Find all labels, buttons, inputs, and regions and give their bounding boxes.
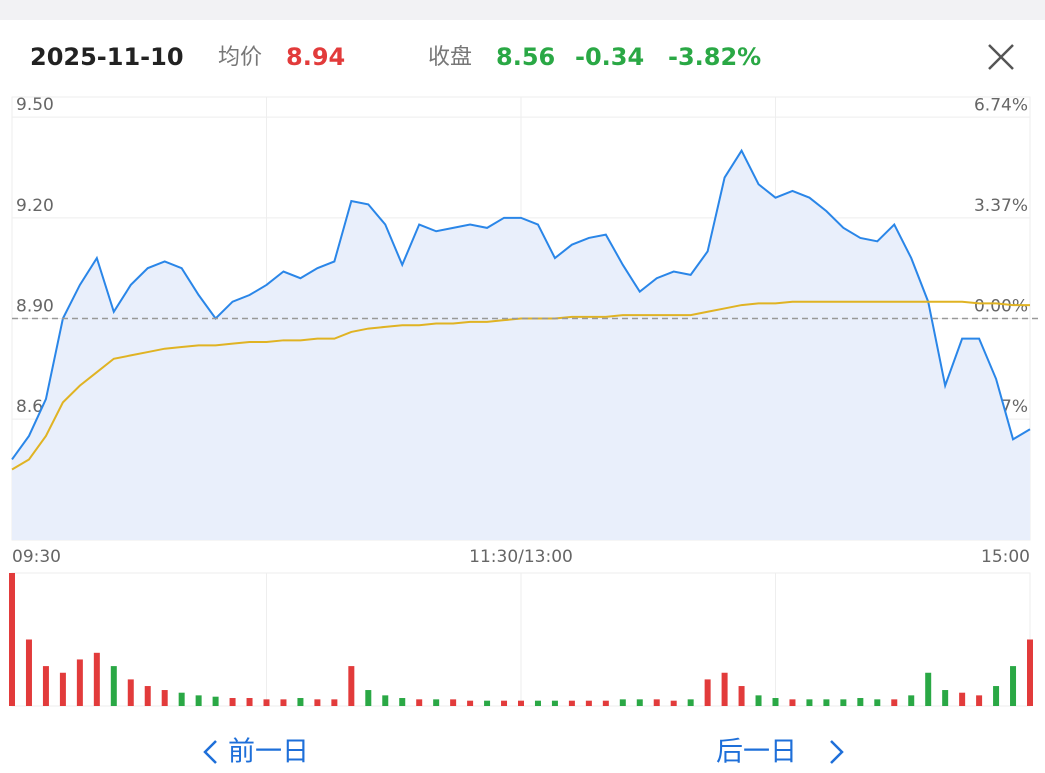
volume-bar bbox=[178, 692, 185, 706]
x-tick-label: 11:30/13:00 bbox=[469, 547, 573, 567]
volume-bar bbox=[9, 573, 15, 706]
volume-bar bbox=[314, 699, 321, 706]
prev-day[interactable]: 前一日 bbox=[228, 737, 309, 768]
volume-bar bbox=[297, 698, 304, 706]
volume-bar bbox=[772, 698, 779, 706]
change: -0.34 bbox=[575, 43, 644, 71]
header: 2025-11-10 均价 8.94 收盘 8.56 -0.34 -3.82% bbox=[30, 43, 761, 71]
volume-bar bbox=[348, 666, 355, 706]
volume-bar bbox=[976, 695, 983, 706]
prev-chevron[interactable] bbox=[203, 740, 217, 764]
volume-bar bbox=[246, 698, 253, 706]
volume-bar bbox=[908, 695, 915, 706]
volume-bar bbox=[806, 699, 813, 706]
avg-value: 8.94 bbox=[286, 43, 345, 71]
volume-bar bbox=[93, 652, 100, 706]
close-value: 8.56 bbox=[496, 43, 555, 71]
close-button[interactable] bbox=[988, 44, 1014, 70]
price-chart: 8.308.608.909.209.50-6.74%-3.37%0.00%3.3… bbox=[11, 95, 1040, 567]
volume-bar bbox=[619, 699, 626, 706]
volume-bar bbox=[110, 666, 117, 706]
volume-bar bbox=[704, 679, 711, 706]
volume-bar bbox=[382, 695, 389, 706]
volume-bar bbox=[144, 686, 151, 706]
volume-bar bbox=[840, 699, 847, 706]
volume-chart bbox=[9, 572, 1033, 707]
volume-bar bbox=[585, 700, 592, 706]
volume-bar bbox=[484, 700, 491, 706]
volume-bar bbox=[670, 700, 677, 706]
series-line bbox=[11, 300, 1030, 471]
volume-bar bbox=[212, 696, 219, 706]
y-tick-label: 8.90 bbox=[16, 297, 54, 317]
x-tick-label: 15:00 bbox=[981, 547, 1030, 567]
y-tick-label: 9.50 bbox=[16, 95, 54, 115]
volume-bar bbox=[789, 699, 796, 706]
volume-bar bbox=[823, 699, 830, 706]
volume-bar bbox=[280, 699, 287, 706]
y2-tick-label: 3.37% bbox=[974, 196, 1028, 216]
change-pct: -3.82% bbox=[668, 43, 761, 71]
volume-bar bbox=[450, 699, 457, 706]
volume-bar bbox=[399, 698, 406, 706]
series-line bbox=[11, 148, 1031, 461]
volume-bar bbox=[127, 679, 134, 706]
volume-bar bbox=[568, 700, 575, 706]
volume-bar bbox=[687, 699, 694, 706]
volume-bar bbox=[263, 699, 270, 706]
volume-bar bbox=[331, 699, 338, 706]
volume-bar bbox=[721, 672, 728, 706]
volume-bar bbox=[195, 695, 202, 706]
volume-bar bbox=[874, 699, 881, 706]
volume-bar bbox=[993, 686, 1000, 706]
top-strip bbox=[0, 0, 1045, 20]
volume-bar bbox=[518, 700, 524, 706]
x-tick-label: 09:30 bbox=[12, 547, 61, 567]
volume-bar bbox=[365, 690, 372, 706]
volume-bar bbox=[551, 700, 558, 706]
volume-bar bbox=[59, 672, 66, 706]
volume-bar bbox=[602, 700, 609, 706]
y2-tick-label: 6.74% bbox=[974, 95, 1028, 115]
volume-bar bbox=[857, 698, 864, 706]
volume-bar bbox=[653, 699, 660, 706]
next-chevron[interactable] bbox=[830, 740, 844, 764]
price-area bbox=[12, 150, 1030, 541]
date: 2025-11-10 bbox=[30, 43, 184, 71]
volume-bar bbox=[433, 699, 440, 706]
footer: 前一日 后一日 bbox=[203, 737, 844, 768]
volume-bar bbox=[161, 690, 168, 706]
next-day[interactable]: 后一日 bbox=[716, 737, 797, 768]
volume-bar bbox=[891, 699, 898, 706]
volume-bar bbox=[942, 690, 949, 706]
y-tick-label: 9.20 bbox=[16, 196, 54, 216]
volume-bar bbox=[738, 686, 745, 706]
volume-bar bbox=[1027, 639, 1033, 706]
avg-label: 均价 bbox=[218, 45, 262, 70]
volume-bar bbox=[416, 699, 423, 706]
volume-bar bbox=[1010, 666, 1017, 706]
volume-bar bbox=[959, 692, 966, 706]
volume-bar bbox=[636, 699, 643, 706]
close-label: 收盘 bbox=[428, 45, 472, 70]
volume-bar bbox=[25, 639, 32, 706]
volume-bar bbox=[467, 700, 474, 706]
volume-bar bbox=[534, 700, 541, 706]
y2-tick-label: 0.00% bbox=[974, 297, 1028, 317]
volume-bar bbox=[925, 672, 932, 706]
volume-bar bbox=[229, 698, 236, 706]
volume-bar bbox=[76, 659, 83, 706]
volume-bar bbox=[755, 695, 762, 706]
volume-bar bbox=[42, 666, 49, 706]
volume-bar bbox=[501, 700, 508, 706]
